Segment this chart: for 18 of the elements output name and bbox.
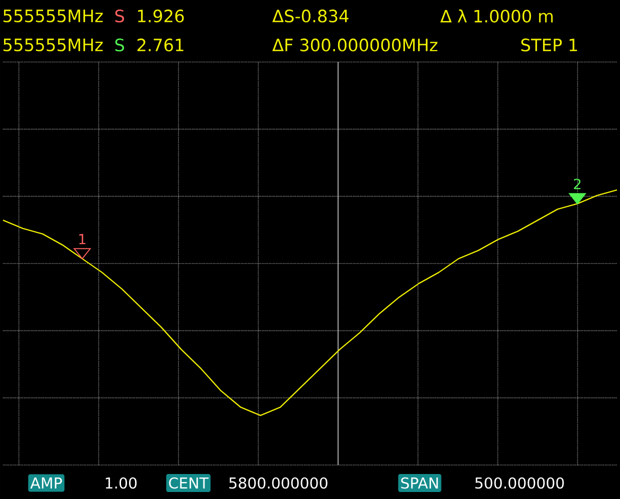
text: 5800.000000 xyxy=(229,477,328,489)
text: Δ λ 1.0000 m xyxy=(440,9,553,23)
text: 555555MHz xyxy=(4,38,103,52)
text: 2.761 xyxy=(137,38,184,52)
annotation: 2 xyxy=(574,178,580,190)
text: CENT xyxy=(169,477,209,489)
text: ΔF 300.000000MHz xyxy=(272,38,438,52)
text: 555555MHz xyxy=(4,10,103,22)
annotation: 1 xyxy=(79,234,86,244)
text: SPAN xyxy=(401,477,438,489)
text: 1.00 xyxy=(106,477,137,489)
text: S xyxy=(115,38,124,52)
text: AMP xyxy=(30,478,62,488)
text: ΔS-0.834 xyxy=(272,10,348,22)
text: S xyxy=(115,10,124,22)
text: 1.926 xyxy=(138,10,184,22)
text: 500.000000 xyxy=(475,477,564,489)
text: STEP 1 xyxy=(521,38,578,52)
